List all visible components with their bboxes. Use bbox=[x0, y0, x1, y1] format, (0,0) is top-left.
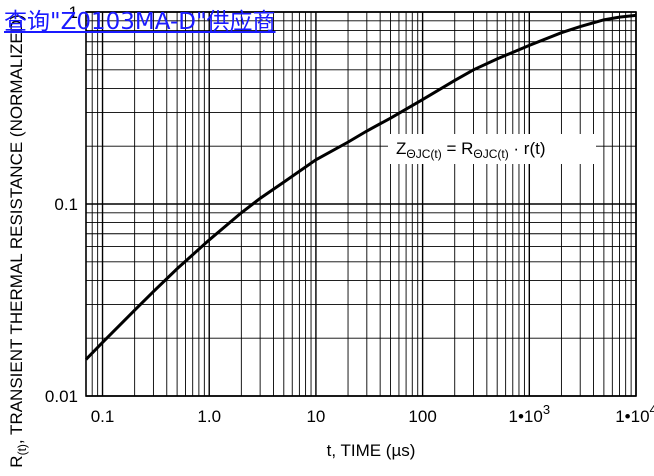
y-axis-title: R(t), TRANSIENT THERMAL RESISTANCE (NORM… bbox=[7, 14, 29, 467]
x-tick-label: 1.0 bbox=[197, 407, 221, 426]
x-tick-label: 10 bbox=[306, 407, 325, 426]
y-tick-label: 1 bbox=[69, 3, 78, 22]
y-tick-label: 0.01 bbox=[45, 387, 78, 406]
x-tick-label: 1•103 bbox=[509, 402, 551, 426]
y-tick-labels: 0.01 0.1 1 bbox=[45, 3, 78, 406]
series-line bbox=[84, 13, 637, 361]
plot-frame bbox=[85, 11, 637, 397]
y-tick-label: 0.1 bbox=[54, 195, 78, 214]
x-axis-title: t, TIME (µs) bbox=[327, 441, 416, 460]
annotation-text: ZΘJC(t) = RΘJC(t) · r(t) bbox=[396, 139, 546, 161]
x-tick-labels: 0.1 1.0 10 100 1•103 1•104 bbox=[91, 402, 654, 426]
annotation-background bbox=[388, 134, 596, 164]
supplier-query-link[interactable]: 查询"Z0103MA-D"供应商 bbox=[4, 9, 276, 35]
x-tick-label: 0.1 bbox=[91, 407, 115, 426]
x-tick-label: 100 bbox=[408, 407, 436, 426]
x-tick-label: 1•104 bbox=[615, 402, 654, 426]
annotation: ZΘJC(t) = RΘJC(t) · r(t) bbox=[388, 134, 596, 164]
